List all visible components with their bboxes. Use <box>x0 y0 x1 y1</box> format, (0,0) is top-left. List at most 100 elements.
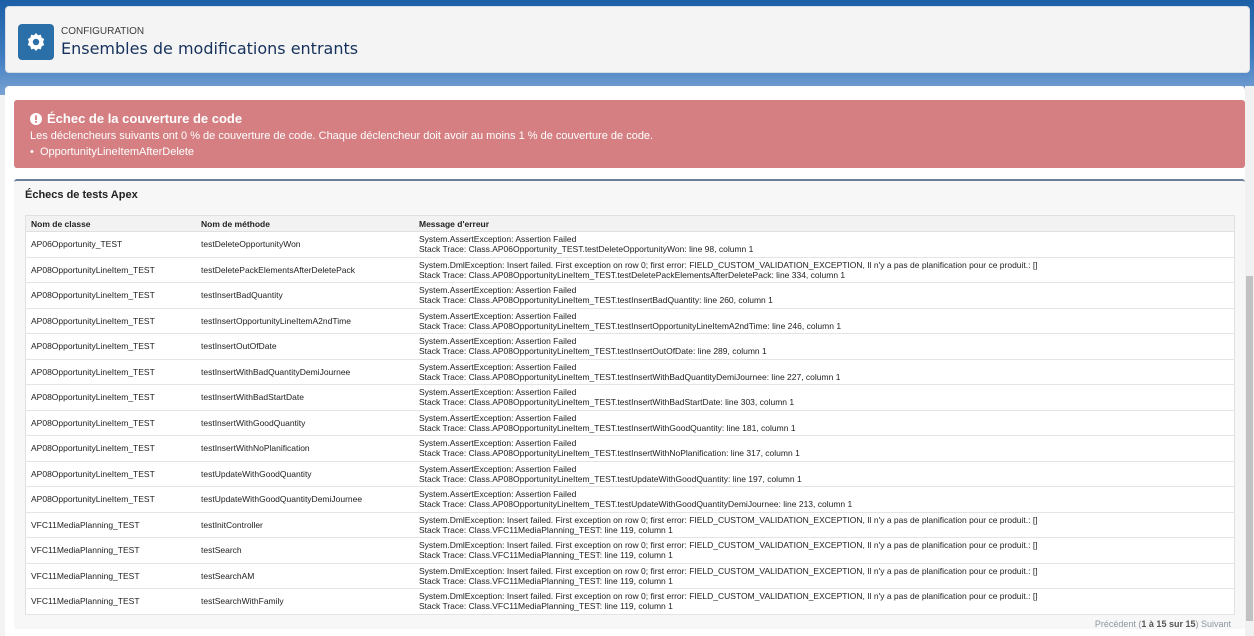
class-name-cell: AP08OpportunityLineItem_TEST <box>25 486 196 513</box>
stack-trace: Stack Trace: Class.AP08OpportunityLineIt… <box>419 269 846 280</box>
stack-trace: Stack Trace: Class.VFC11MediaPlanning_TE… <box>419 601 673 612</box>
error-message-cell: System.AssertException: Assertion Failed… <box>414 384 1235 411</box>
method-name-cell: testInsertOpportunityLineItemA2ndTime <box>196 308 414 334</box>
alert-list-item: • OpportunityLineItemAfterDelete <box>30 146 195 158</box>
stack-trace: Stack Trace: Class.AP08OpportunityLineIt… <box>419 397 795 408</box>
table-header-row: Nom de classe Nom de méthode Message d'e… <box>25 215 1235 232</box>
error-message: System.AssertException: Assertion Failed <box>419 234 577 245</box>
method-name-cell: testInsertWithNoPlanification <box>196 435 414 462</box>
column-header-method: Nom de méthode <box>196 215 414 232</box>
class-name-cell: AP08OpportunityLineItem_TEST <box>25 282 196 309</box>
error-message-cell: System.AssertException: Assertion Failed… <box>414 410 1235 436</box>
method-name-cell: testInitController <box>196 512 414 538</box>
error-message: System.AssertException: Assertion Failed <box>419 489 577 500</box>
method-name-cell: testSearch <box>196 537 414 564</box>
stack-trace: Stack Trace: Class.AP08OpportunityLineIt… <box>419 295 773 306</box>
method-name-cell: testInsertWithGoodQuantity <box>196 410 414 436</box>
error-message: System.AssertException: Assertion Failed <box>419 387 577 398</box>
table-row: VFC11MediaPlanning_TEST testSearchWithFa… <box>25 588 1235 615</box>
class-name-cell: AP08OpportunityLineItem_TEST <box>25 359 196 385</box>
method-name-cell: testUpdateWithGoodQuantityDemiJournee <box>196 486 414 513</box>
table-row: AP06Opportunity_TEST testDeleteOpportuni… <box>25 231 1235 258</box>
stack-trace: Stack Trace: Class.AP08OpportunityLineIt… <box>419 499 853 510</box>
error-message: System.DmlException: Insert failed. Firs… <box>419 591 1038 602</box>
error-message: System.AssertException: Assertion Failed <box>419 310 577 321</box>
error-message-cell: System.AssertException: Assertion Failed… <box>414 282 1235 309</box>
error-message-cell: System.AssertException: Assertion Failed… <box>414 308 1235 334</box>
header-subtitle: CONFIGURATION <box>61 26 145 37</box>
table-row: AP08OpportunityLineItem_TEST testDeleteP… <box>25 257 1235 283</box>
class-name-cell: VFC11MediaPlanning_TEST <box>25 512 196 538</box>
page-title: Ensembles de modifications entrants <box>61 39 359 58</box>
column-header-class: Nom de classe <box>25 215 196 232</box>
class-name-cell: VFC11MediaPlanning_TEST <box>25 588 196 615</box>
class-name-cell: AP08OpportunityLineItem_TEST <box>25 257 196 283</box>
table-row: AP08OpportunityLineItem_TEST testInsertW… <box>25 435 1235 462</box>
table-row: VFC11MediaPlanning_TEST testInitControll… <box>25 512 1235 538</box>
error-message: System.AssertException: Assertion Failed <box>419 412 577 423</box>
test-failures-table: Nom de classe Nom de méthode Message d'e… <box>25 215 1235 615</box>
error-message: System.AssertException: Assertion Failed <box>419 438 577 449</box>
class-name-cell: VFC11MediaPlanning_TEST <box>25 563 196 589</box>
method-name-cell: testDeletePackElementsAfterDeletePack <box>196 257 414 283</box>
error-message-cell: System.AssertException: Assertion Failed… <box>414 461 1235 487</box>
table-row: AP08OpportunityLineItem_TEST testInsertO… <box>25 308 1235 334</box>
error-message-cell: System.AssertException: Assertion Failed… <box>414 359 1235 385</box>
method-name-cell: testSearchWithFamily <box>196 588 414 615</box>
error-message: System.AssertException: Assertion Failed <box>419 361 577 372</box>
error-message: System.DmlException: Insert failed. Firs… <box>419 565 1038 576</box>
alert-message: Les déclencheurs suivants ont 0 % de cou… <box>30 130 654 142</box>
class-name-cell: AP08OpportunityLineItem_TEST <box>25 410 196 436</box>
code-coverage-alert: Échec de la couverture de code Les décle… <box>14 100 1245 168</box>
method-name-cell: testInsertWithBadStartDate <box>196 384 414 411</box>
stack-trace: Stack Trace: Class.AP08OpportunityLineIt… <box>419 422 796 433</box>
error-message-cell: System.DmlException: Insert failed. Firs… <box>414 563 1235 589</box>
error-message-cell: System.AssertException: Assertion Failed… <box>414 333 1235 360</box>
stack-trace: Stack Trace: Class.VFC11MediaPlanning_TE… <box>419 575 673 586</box>
error-message: System.DmlException: Insert failed. Firs… <box>419 514 1038 525</box>
section-title: Échecs de tests Apex <box>25 189 138 201</box>
alert-title: Échec de la couverture de code <box>47 111 243 126</box>
table-row: AP08OpportunityLineItem_TEST testInsertW… <box>25 410 1235 436</box>
class-name-cell: AP08OpportunityLineItem_TEST <box>25 308 196 334</box>
method-name-cell: testInsertOutOfDate <box>196 333 414 360</box>
scrollbar-thumb[interactable] <box>1246 276 1253 621</box>
error-message-cell: System.DmlException: Insert failed. Firs… <box>414 257 1235 283</box>
table-row: AP08OpportunityLineItem_TEST testUpdateW… <box>25 461 1235 487</box>
error-message: System.AssertException: Assertion Failed <box>419 336 577 347</box>
error-message: System.AssertException: Assertion Failed <box>419 463 577 474</box>
stack-trace: Stack Trace: Class.AP08OpportunityLineIt… <box>419 473 802 484</box>
previous-link[interactable]: Précédent <box>1094 619 1136 629</box>
pagination: Précédent (1 à 15 sur 15) Suivant <box>1094 619 1231 629</box>
stack-trace: Stack Trace: Class.AP08OpportunityLineIt… <box>419 346 767 357</box>
pagination-range: 1 à 15 sur 15 <box>1141 619 1196 629</box>
error-message-cell: System.DmlException: Insert failed. Firs… <box>414 537 1235 564</box>
method-name-cell: testSearchAM <box>196 563 414 589</box>
class-name-cell: AP06Opportunity_TEST <box>25 231 196 258</box>
scrollbar[interactable] <box>1245 86 1254 636</box>
stack-trace: Stack Trace: Class.AP08OpportunityLineIt… <box>419 448 800 459</box>
warning-icon <box>30 112 42 125</box>
page-header: CONFIGURATION Ensembles de modifications… <box>5 6 1250 73</box>
table-row: VFC11MediaPlanning_TEST testSearchAM Sys… <box>25 563 1235 589</box>
method-name-cell: testInsertBadQuantity <box>196 282 414 309</box>
class-name-cell: AP08OpportunityLineItem_TEST <box>25 333 196 360</box>
next-link[interactable]: Suivant <box>1200 619 1231 629</box>
method-name-cell: testInsertWithBadQuantityDemiJournee <box>196 359 414 385</box>
error-message-cell: System.DmlException: Insert failed. Firs… <box>414 588 1235 615</box>
table-row: AP08OpportunityLineItem_TEST testInsertO… <box>25 333 1235 360</box>
stack-trace: Stack Trace: Class.AP06Opportunity_TEST.… <box>419 244 754 255</box>
stack-trace: Stack Trace: Class.AP08OpportunityLineIt… <box>419 371 841 382</box>
error-message: System.DmlException: Insert failed. Firs… <box>419 259 1038 270</box>
error-message-cell: System.DmlException: Insert failed. Firs… <box>414 512 1235 538</box>
error-message: System.DmlException: Insert failed. Firs… <box>419 540 1038 551</box>
stack-trace: Stack Trace: Class.AP08OpportunityLineIt… <box>419 320 842 331</box>
stack-trace: Stack Trace: Class.VFC11MediaPlanning_TE… <box>419 524 673 535</box>
table-row: AP08OpportunityLineItem_TEST testInsertW… <box>25 359 1235 385</box>
column-header-error: Message d'erreur <box>414 215 1235 232</box>
method-name-cell: testDeleteOpportunityWon <box>196 231 414 258</box>
class-name-cell: VFC11MediaPlanning_TEST <box>25 537 196 564</box>
gear-icon <box>18 24 54 60</box>
class-name-cell: AP08OpportunityLineItem_TEST <box>25 435 196 462</box>
error-message-cell: System.AssertException: Assertion Failed… <box>414 486 1235 513</box>
